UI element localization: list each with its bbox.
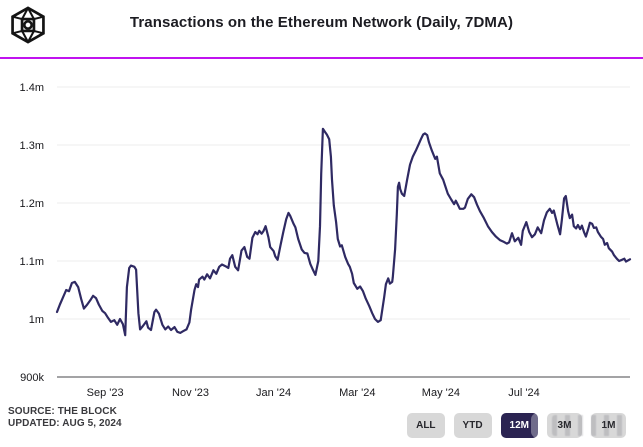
range-selector: ALL YTD 12M 3M 1M xyxy=(407,413,626,438)
series-line[interactable] xyxy=(55,127,632,337)
logo-cube-outline xyxy=(11,6,45,44)
y-tick-label: 1.2m xyxy=(20,198,44,210)
x-tick-label: May '24 xyxy=(422,387,460,399)
y-tick-label: 1.1m xyxy=(20,256,44,268)
the-block-chart-card: Transactions on the Ethereum Network (Da… xyxy=(0,0,643,438)
updated-line: UPDATED: AUG 5, 2024 xyxy=(8,418,122,429)
x-tick-label: Sep '23 xyxy=(87,387,124,399)
x-tick-label: Jul '24 xyxy=(508,387,539,399)
accent-divider xyxy=(0,57,643,59)
logo-sphere xyxy=(23,20,33,30)
the-block-logo xyxy=(11,6,45,44)
y-tick-label: 1m xyxy=(29,314,44,326)
range-button-all[interactable]: ALL xyxy=(407,413,445,438)
range-button-ytd[interactable]: YTD xyxy=(453,413,492,438)
y-tick-label: 1.3m xyxy=(20,140,44,152)
range-button-1m[interactable]: 1M xyxy=(591,413,626,438)
x-tick-label: Nov '23 xyxy=(172,387,209,399)
logo-edges xyxy=(12,7,44,43)
x-tick-label: Mar '24 xyxy=(339,387,375,399)
chart-title: Transactions on the Ethereum Network (Da… xyxy=(129,14,514,31)
header: Transactions on the Ethereum Network (Da… xyxy=(0,0,643,57)
range-button-12m[interactable]: 12M xyxy=(500,413,538,438)
x-tick-label: Jan '24 xyxy=(256,387,291,399)
y-tick-label: 1.4m xyxy=(20,82,44,94)
line-chart[interactable]: 1.4m 1.3m 1.2m 1.1m 1m 900k Sep '23 Nov '23 Jan … xyxy=(0,59,643,401)
source-line: SOURCE: THE BLOCK xyxy=(8,406,117,417)
source-attribution: SOURCE: THE BLOCK UPDATED: AUG 5, 2024 xyxy=(8,406,122,430)
range-button-3m[interactable]: 3M xyxy=(547,413,582,438)
y-tick-label: 900k xyxy=(20,372,44,384)
